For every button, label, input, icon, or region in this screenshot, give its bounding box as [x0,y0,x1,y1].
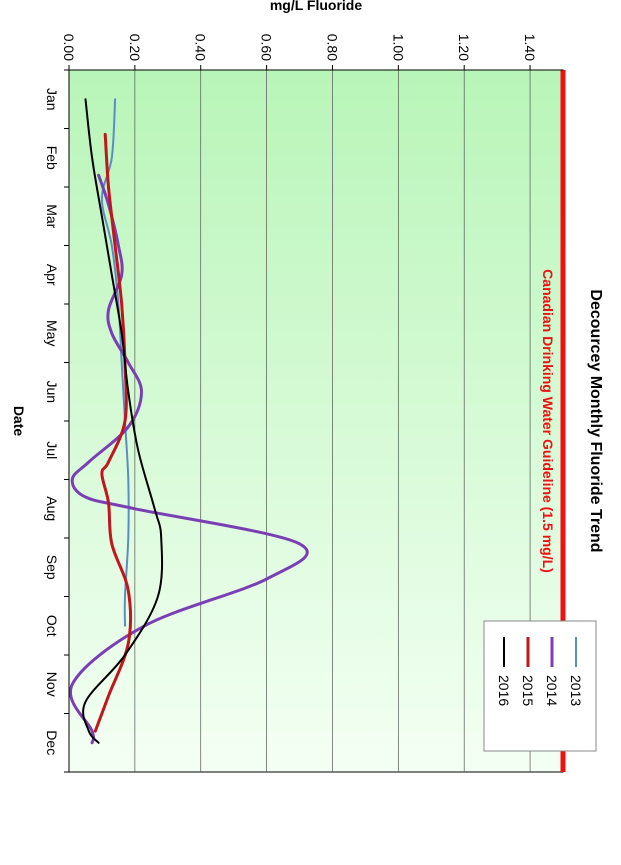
guideline-label: Canadian Drinking Water Guideline (1.5 m… [540,269,556,573]
x-tick-label: Jul [44,441,60,459]
legend-label-2016: 2016 [496,675,512,706]
legend: 2013 2014 2015 2016 [483,620,597,752]
legend-label-2014: 2014 [544,675,560,706]
y-tick-label: 0.80 [324,34,340,61]
y-tick-label: 0.40 [193,34,209,61]
chart-title: Decourcey Monthly Fluoride Trend [587,289,604,552]
x-tick-label: Apr [44,264,60,286]
x-tick-label: Jun [44,380,60,403]
y-tick-label: 1.00 [390,34,406,61]
series-line-2015 [93,132,133,733]
legend-box [483,620,597,752]
x-tick-label: Nov [44,672,60,697]
axes [64,65,563,773]
y-axis-title: mg/L Fluoride [270,0,363,13]
y-tick-label: 0.60 [259,34,275,61]
legend-label-2013: 2013 [568,675,584,706]
series-lines [68,98,309,745]
y-tick-label: 1.40 [522,34,538,61]
x-tick-label: Oct [44,615,60,637]
legend-label-2015: 2015 [520,675,536,706]
tick-labels: 0.00 0.20 0.40 0.60 0.80 1.00 1.20 1.40 Jan Feb Ma… [44,34,538,755]
series-line-2016 [82,98,164,744]
x-tick-label: Sep [44,555,60,580]
x-tick-label: Feb [44,146,60,170]
x-axis-title: Date [11,406,27,437]
x-tick-label: Dec [44,730,60,755]
x-tick-label: Jan [44,88,60,111]
x-tick-label: Aug [44,496,60,521]
y-tick-label: 0.20 [127,34,143,61]
x-tick-label: Mar [44,204,60,228]
x-tick-label: May [44,320,60,346]
y-tick-label: 1.20 [456,34,472,61]
y-tick-label: 0.00 [61,34,77,61]
